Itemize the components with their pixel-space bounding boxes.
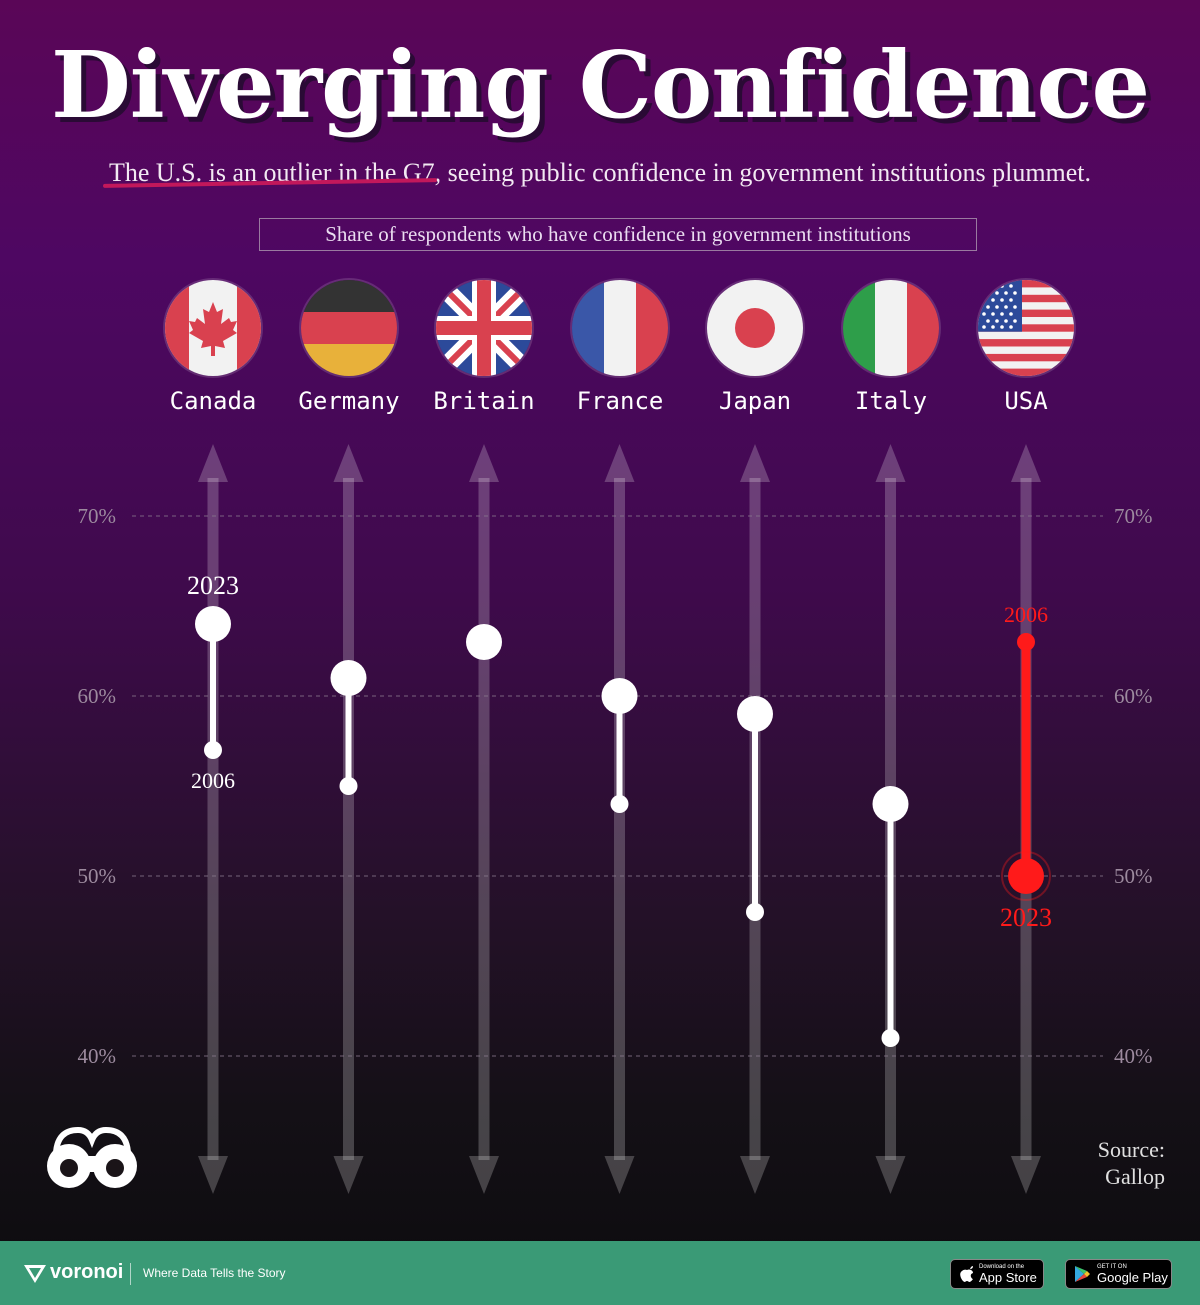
brand-tagline: Where Data Tells the Story [143, 1266, 286, 1280]
google-play-button[interactable]: GET IT ON Google Play [1065, 1259, 1172, 1289]
range-arrow-up-canada [198, 444, 228, 482]
range-arrow-up-usa [1011, 444, 1041, 482]
subtitle-rest: , seeing public confidence in government… [434, 158, 1092, 187]
dumbbell-chart: 40% 40% 50% 50% 60% 60% 70% 70% 2023 2006 2006 2023 [77, 444, 1153, 1194]
dot-2006-germany [339, 777, 358, 795]
japan-flag-icon [707, 280, 803, 376]
dot-2006-canada [204, 741, 222, 759]
y-tick-label-left-60: 60% [78, 684, 117, 708]
range-arrow-up-britain [469, 444, 499, 482]
app-store-big-text: App Store [979, 1270, 1037, 1285]
y-tick-label-left-50: 50% [78, 864, 117, 888]
y-tick-label-right-40: 40% [1114, 1044, 1153, 1068]
country-label-france: France [576, 387, 664, 415]
country-label-italy: Italy [854, 387, 928, 415]
range-arrow-up-japan [740, 444, 770, 482]
footer-bar: voronoi Where Data Tells the Story Downl… [0, 1241, 1200, 1305]
range-arrow-down-japan [740, 1156, 770, 1194]
y-tick-label-right-50: 50% [1114, 864, 1153, 888]
dot-2023-usa [1008, 858, 1044, 894]
annotation-2023-canada: 2023 [187, 571, 239, 600]
country-label-usa: USA [1004, 387, 1048, 415]
annotation-2006-canada: 2006 [191, 768, 235, 793]
dot-2023-japan [737, 696, 773, 732]
range-arrow-down-canada [198, 1156, 228, 1194]
y-tick-label-left-40: 40% [78, 1044, 117, 1068]
subtitle: The U.S. is an outlier in the G7, seeing… [0, 155, 1200, 191]
google-play-icon [1075, 1266, 1090, 1282]
subtitle-highlight: The U.S. is an outlier in the G7 [108, 158, 435, 187]
range-arrow-down-italy [875, 1156, 906, 1194]
dot-2023-germany [330, 660, 367, 696]
country-label-germany: Germany [298, 387, 400, 415]
y-tick-label-right-60: 60% [1114, 684, 1153, 708]
range-arrow-up-germany [333, 444, 364, 482]
app-store-button[interactable]: Download on the App Store [950, 1259, 1044, 1289]
source-note: Source: Gallop [1098, 1136, 1165, 1190]
google-play-big-text: Google Play [1097, 1270, 1168, 1285]
apple-icon [960, 1266, 973, 1282]
annotation-2006-usa: 2006 [1004, 602, 1048, 627]
dot-2023-france [601, 678, 638, 714]
dot-2006-italy [881, 1029, 900, 1047]
dot-2006-usa [1017, 633, 1035, 651]
usa-flag-icon [978, 280, 1074, 376]
annotation-2023-usa: 2023 [1000, 903, 1052, 932]
dot-2023-canada [195, 606, 231, 642]
range-arrow-up-italy [875, 444, 906, 482]
chart-title: Diverging Confidence [50, 31, 1150, 139]
y-tick-label-left-70: 70% [78, 504, 117, 528]
brand-divider [130, 1263, 131, 1285]
brand-name: voronoi [50, 1261, 124, 1283]
source-label: Source: [1097, 1137, 1165, 1162]
y-axis-description: Share of respondents who have confidence… [259, 218, 977, 251]
country-label-canada: Canada [169, 387, 257, 415]
range-arrow-down-britain [469, 1156, 499, 1194]
y-tick-label-right-70: 70% [1114, 504, 1153, 528]
dot-2023-britain [466, 624, 502, 660]
google-play-small-text: GET IT ON [1097, 1264, 1127, 1270]
country-label-japan: Japan [718, 387, 792, 415]
dot-2023-italy [872, 786, 909, 822]
range-arrow-down-germany [333, 1156, 364, 1194]
binoculars-logo-icon [47, 1126, 137, 1188]
dot-2006-france [610, 795, 629, 813]
source-value: Gallop [1105, 1164, 1165, 1189]
app-store-small-text: Download on the [979, 1264, 1025, 1270]
halo-usa [1001, 851, 1051, 901]
range-arrow-down-usa [1011, 1156, 1041, 1194]
voronoi-logo-icon [24, 1265, 46, 1283]
range-arrow-down-france [604, 1156, 635, 1194]
dot-2006-japan [746, 903, 764, 921]
country-label-britain: Britain [433, 387, 535, 415]
range-arrow-up-france [604, 444, 635, 482]
